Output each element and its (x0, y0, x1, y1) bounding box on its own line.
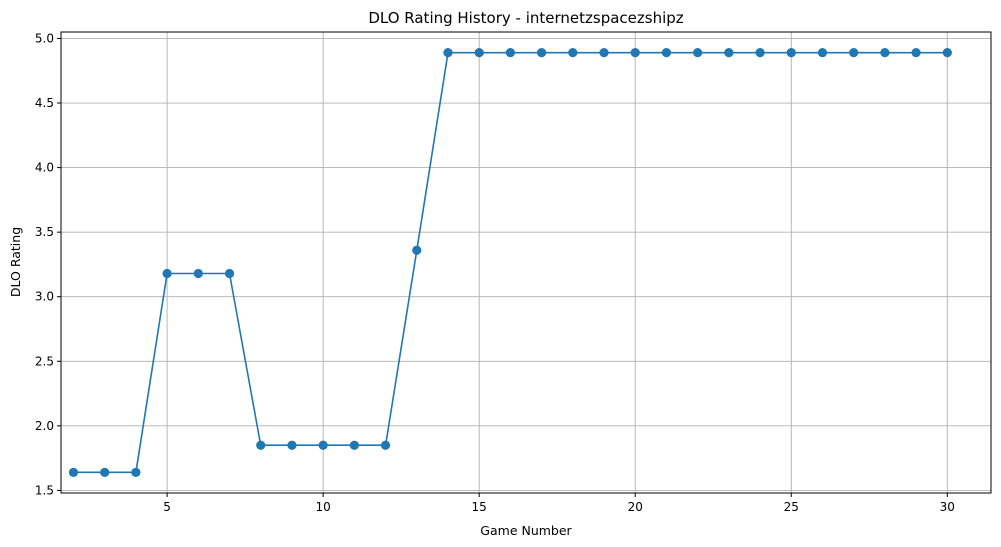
data-point (443, 48, 453, 58)
y-tick-label: 3.5 (35, 225, 54, 239)
data-point (880, 48, 890, 58)
x-tick-label: 5 (163, 500, 171, 514)
data-point (817, 48, 828, 58)
series-line (73, 51, 948, 474)
data-point (537, 48, 547, 58)
data-point (68, 467, 79, 477)
data-point (942, 48, 952, 58)
data-point (162, 268, 172, 279)
y-axis-label: DLO Rating (8, 227, 23, 297)
y-tick-label: 1.5 (35, 483, 54, 497)
y-tick-label: 5.0 (35, 31, 54, 45)
axes: 5 10 15 20 25 30 1.5 2.0 2.5 3.0 3.5 4.0 4.5 5.0 (35, 31, 955, 514)
x-axis-label: Game Number (480, 523, 572, 538)
data-point (412, 245, 422, 255)
data-point (224, 268, 235, 279)
data-point (661, 48, 672, 58)
data-point (630, 48, 640, 58)
x-tick-label: 10 (316, 500, 331, 514)
data-point (131, 467, 141, 477)
grid (61, 32, 991, 493)
data-point (193, 268, 203, 279)
x-tick-label: 30 (940, 500, 955, 514)
data-point (349, 440, 359, 450)
y-tick-label: 4.5 (35, 96, 54, 110)
data-point (474, 48, 484, 58)
data-point (849, 48, 859, 58)
y-tick-label: 3.0 (35, 290, 54, 304)
y-tick-label: 2.5 (35, 354, 54, 368)
data-point (287, 440, 297, 450)
chart-title: DLO Rating History - internetzspacezship… (368, 9, 683, 27)
data-point (256, 440, 266, 450)
y-tick-label: 4.0 (35, 161, 54, 175)
x-tick-label: 25 (784, 500, 799, 514)
data-point (568, 48, 578, 58)
x-tick-label: 20 (628, 500, 643, 514)
series-dlo-rating (68, 48, 952, 477)
data-point (724, 48, 734, 58)
data-point (318, 440, 328, 450)
data-point (755, 48, 765, 58)
data-point (380, 440, 391, 450)
plot-frame (60, 31, 992, 494)
data-point (599, 48, 609, 58)
data-point (786, 48, 796, 58)
data-point (911, 48, 921, 58)
y-tick-label: 2.0 (35, 419, 54, 433)
data-point (100, 467, 110, 477)
x-tick-label: 15 (472, 500, 487, 514)
data-point (505, 48, 515, 58)
data-point (693, 48, 703, 58)
